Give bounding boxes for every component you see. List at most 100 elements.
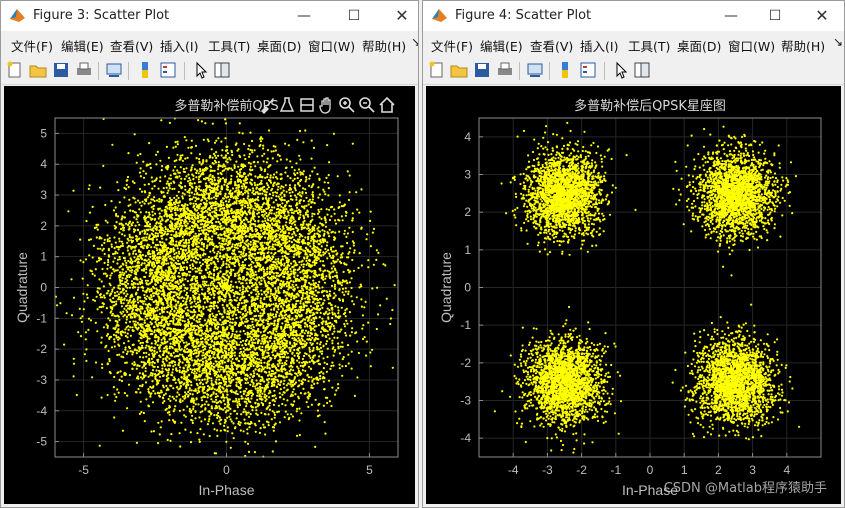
- scatter-point: [221, 237, 224, 240]
- scatter-point: [322, 188, 325, 191]
- scatter-point: [206, 258, 209, 261]
- scatter-point: [199, 300, 202, 303]
- scatter-point: [137, 286, 140, 289]
- scatter-point: [213, 414, 216, 417]
- scatter-point: [259, 315, 262, 318]
- scatter-point: [121, 268, 125, 271]
- minimize-button[interactable]: —: [297, 8, 311, 24]
- scatter-point: [148, 211, 151, 214]
- pointer-icon[interactable]: [192, 61, 210, 79]
- scatter-point: [249, 223, 252, 226]
- scatter-point: [138, 171, 142, 174]
- scatter-point: [288, 244, 291, 247]
- scatter-point: [217, 154, 220, 157]
- scatter-point: [148, 357, 151, 360]
- scatter-point: [181, 192, 184, 195]
- scatter-point: [178, 387, 181, 390]
- scatter-point: [294, 261, 297, 265]
- scatter-point: [313, 382, 316, 385]
- scatter-point: [118, 337, 121, 340]
- scatter-point: [119, 370, 122, 373]
- scatter-point: [182, 299, 185, 303]
- menu-view[interactable]: 查看(V): [110, 39, 154, 54]
- menu-file[interactable]: 文件(F): [11, 39, 53, 54]
- scatter-point: [236, 306, 240, 309]
- scatter-point: [302, 221, 305, 224]
- scatter-point: [254, 259, 257, 262]
- scatter-point: [312, 195, 315, 198]
- scatter-point: [216, 429, 219, 432]
- scatter-point: [322, 260, 325, 263]
- scatter-point: [337, 306, 340, 309]
- maximize-button[interactable]: ☐: [347, 8, 361, 24]
- scatter-point: [330, 215, 333, 218]
- scatter-point: [215, 414, 219, 417]
- scatter-point: [299, 223, 303, 226]
- scatter-point: [365, 340, 368, 343]
- print-icon[interactable]: [75, 61, 93, 79]
- scatter-point: [350, 331, 353, 334]
- scatter-point: [312, 346, 315, 349]
- scatter-point: [310, 157, 313, 160]
- scatter-point: [215, 376, 219, 379]
- menu-help[interactable]: 帮助(H): [362, 39, 407, 54]
- scatter-point: [75, 393, 78, 397]
- menu-window[interactable]: 窗口(W): [308, 39, 356, 54]
- menu-overflow-icon[interactable]: ↘: [411, 35, 418, 49]
- scatter-point: [188, 234, 191, 237]
- scatter-point: [189, 179, 192, 182]
- scatter-point: [273, 394, 276, 397]
- colorbar-icon[interactable]: [136, 61, 154, 79]
- scatter-point: [230, 270, 233, 273]
- menu-insert[interactable]: 插入(I): [160, 39, 199, 54]
- open-file-icon[interactable]: [29, 61, 47, 79]
- scatter-point: [171, 217, 174, 220]
- menu-tools[interactable]: 工具(T): [208, 39, 251, 54]
- matlab-logo-icon: [10, 9, 25, 22]
- scatter-point: [325, 250, 328, 253]
- scatter-point: [160, 209, 163, 212]
- scatter-point: [248, 294, 251, 297]
- scatter-point: [293, 348, 296, 352]
- scatter-point: [274, 149, 277, 152]
- scatter-point: [326, 330, 329, 333]
- scatter-point: [247, 161, 250, 164]
- scatter-point: [326, 401, 329, 405]
- scatter-point: [351, 212, 354, 215]
- legend-icon[interactable]: [159, 61, 177, 79]
- scatter-point: [216, 395, 219, 398]
- scatter-point: [304, 236, 307, 239]
- new-figure-icon[interactable]: [6, 61, 24, 79]
- scatter-point: [212, 365, 215, 368]
- link-plot-icon[interactable]: [105, 61, 123, 79]
- scatter-point: [223, 390, 226, 393]
- scatter-point: [299, 171, 302, 174]
- menu-desktop[interactable]: 桌面(D): [257, 39, 302, 54]
- scatter-point: [194, 388, 197, 391]
- scatter-point: [170, 279, 173, 282]
- scatter-point: [321, 229, 324, 232]
- close-button[interactable]: ✕: [395, 6, 409, 25]
- scatter-point: [226, 390, 229, 393]
- scatter-point: [338, 194, 341, 197]
- scatter-point: [183, 382, 186, 385]
- scatter-point: [291, 233, 294, 236]
- scatter-plot-1[interactable]: -5 0 5-5-4-3-2-1012345多普勒补偿前QPSIn-PhaseQua…: [4, 86, 415, 504]
- scatter-point: [263, 380, 266, 383]
- scatter-point: [234, 253, 237, 256]
- property-editor-icon[interactable]: [213, 61, 231, 79]
- scatter-point: [159, 329, 162, 332]
- scatter-point: [202, 433, 205, 436]
- scatter-point: [278, 245, 281, 248]
- save-icon[interactable]: [52, 61, 70, 79]
- scatter-point: [151, 238, 154, 241]
- scatter-point: [215, 373, 218, 376]
- figure-canvas[interactable]: -5 0 5 -5 -4 -3 -2 -1 0 1 2 3 4 5 多普勒补偿前QPS In-Phase Qua…: [4, 86, 415, 504]
- scatter-point: [126, 394, 129, 397]
- menu-edit[interactable]: 编辑(E): [61, 39, 104, 54]
- scatter-point: [184, 188, 187, 191]
- scatter-point: [207, 403, 210, 406]
- scatter-point: [134, 300, 137, 303]
- scatter-point: [168, 331, 171, 334]
- title-bar[interactable]: Figure 3: Scatter Plot — ☐ ✕: [1, 1, 418, 31]
